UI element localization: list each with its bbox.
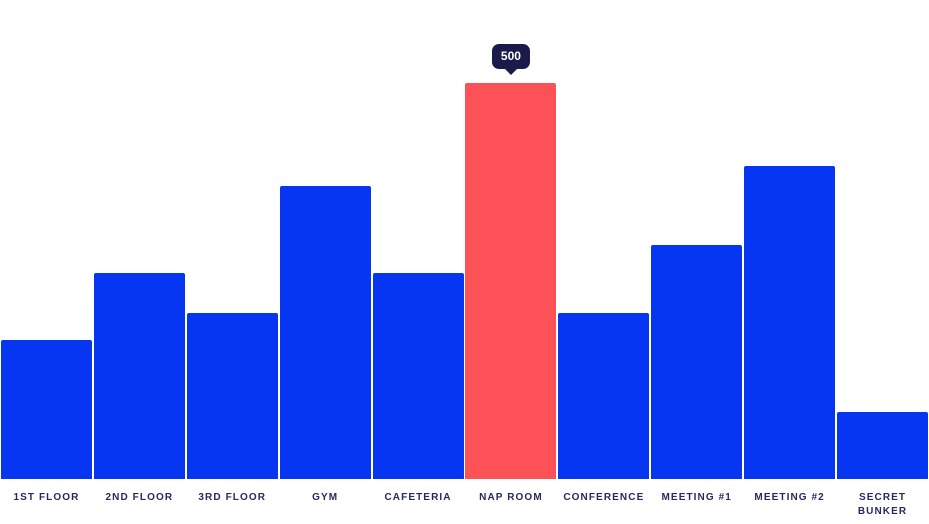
bar-2nd-floor[interactable] <box>93 273 185 479</box>
bar-secret-bunker[interactable] <box>837 411 929 479</box>
bar-meeting-2[interactable] <box>744 166 836 479</box>
x-label-1st-floor: 1ST FLOOR <box>13 492 80 503</box>
bar-gym[interactable] <box>279 185 371 479</box>
x-label-3rd-floor: 3RD FLOOR <box>198 492 267 503</box>
x-label-2nd-floor: 2ND FLOOR <box>105 492 174 503</box>
tooltip-value: 500 <box>500 49 521 63</box>
bar-nap-room[interactable] <box>465 83 557 479</box>
x-label-conference: CONFERENCE <box>563 492 645 503</box>
x-label-gym: GYM <box>312 492 339 503</box>
x-label-secret-bunker: SECRET BUNKER <box>857 492 908 517</box>
tooltip-arrow-icon <box>504 69 517 75</box>
x-label-cafeteria: CAFETERIA <box>384 492 452 503</box>
bar-3rd-floor[interactable] <box>186 312 278 479</box>
bar-cafeteria[interactable] <box>372 273 464 479</box>
x-label-nap-room: NAP ROOM <box>479 492 543 503</box>
x-label-meeting-2: MEETING #2 <box>754 492 825 503</box>
tooltip: 500 <box>491 44 530 75</box>
bar-1st-floor[interactable] <box>0 340 92 479</box>
bar-meeting-1[interactable] <box>651 245 743 479</box>
bar-conference[interactable] <box>558 312 650 479</box>
x-label-meeting-1: MEETING #1 <box>661 492 732 503</box>
